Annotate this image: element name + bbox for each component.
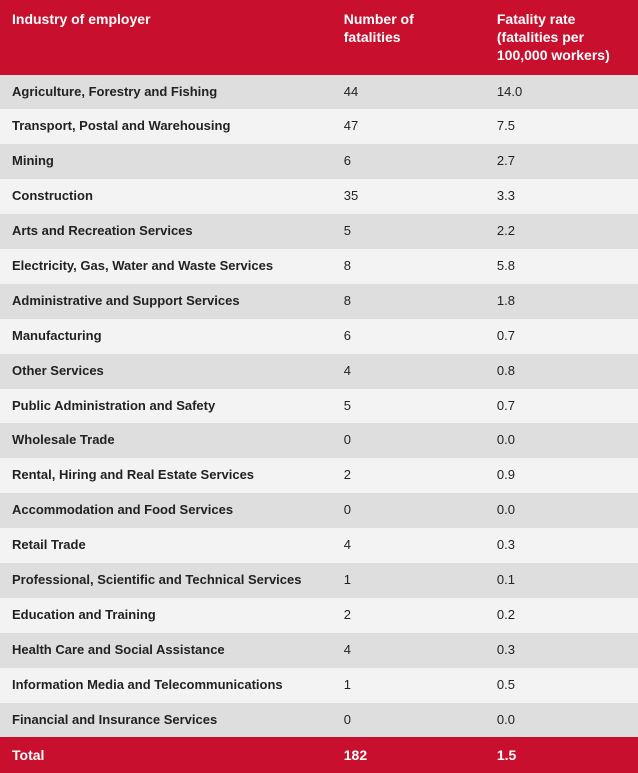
cell-rate: 0.8: [485, 354, 638, 389]
cell-rate: 0.7: [485, 389, 638, 424]
cell-industry: Health Care and Social Assistance: [0, 633, 332, 668]
cell-industry: Education and Training: [0, 598, 332, 633]
table-footer-row: Total 182 1.5: [0, 737, 638, 773]
footer-fatalities: 182: [332, 737, 485, 773]
cell-industry: Financial and Insurance Services: [0, 703, 332, 738]
table-row: Accommodation and Food Services00.0: [0, 493, 638, 528]
table-row: Wholesale Trade00.0: [0, 423, 638, 458]
cell-rate: 0.7: [485, 319, 638, 354]
table-row: Administrative and Support Services81.8: [0, 284, 638, 319]
cell-industry: Accommodation and Food Services: [0, 493, 332, 528]
cell-fatalities: 5: [332, 389, 485, 424]
table-row: Health Care and Social Assistance40.3: [0, 633, 638, 668]
cell-industry: Professional, Scientific and Technical S…: [0, 563, 332, 598]
cell-rate: 1.8: [485, 284, 638, 319]
cell-rate: 0.3: [485, 633, 638, 668]
cell-fatalities: 35: [332, 179, 485, 214]
cell-rate: 0.0: [485, 493, 638, 528]
cell-fatalities: 6: [332, 319, 485, 354]
table-row: Public Administration and Safety50.7: [0, 389, 638, 424]
table-row: Retail Trade40.3: [0, 528, 638, 563]
table-row: Rental, Hiring and Real Estate Services2…: [0, 458, 638, 493]
cell-rate: 7.5: [485, 109, 638, 144]
cell-rate: 2.7: [485, 144, 638, 179]
cell-rate: 5.8: [485, 249, 638, 284]
cell-industry: Other Services: [0, 354, 332, 389]
table-row: Agriculture, Forestry and Fishing4414.0: [0, 75, 638, 110]
cell-industry: Mining: [0, 144, 332, 179]
table-row: Information Media and Telecommunications…: [0, 668, 638, 703]
table-row: Financial and Insurance Services00.0: [0, 703, 638, 738]
cell-rate: 0.2: [485, 598, 638, 633]
cell-rate: 0.1: [485, 563, 638, 598]
cell-rate: 0.9: [485, 458, 638, 493]
cell-industry: Retail Trade: [0, 528, 332, 563]
col-header-rate: Fatality rate (fatalities per 100,000 wo…: [485, 0, 638, 75]
cell-rate: 0.3: [485, 528, 638, 563]
cell-rate: 0.0: [485, 423, 638, 458]
table-row: Education and Training20.2: [0, 598, 638, 633]
footer-rate: 1.5: [485, 737, 638, 773]
table-row: Other Services40.8: [0, 354, 638, 389]
cell-rate: 0.0: [485, 703, 638, 738]
cell-fatalities: 2: [332, 458, 485, 493]
cell-rate: 3.3: [485, 179, 638, 214]
cell-industry: Transport, Postal and Warehousing: [0, 109, 332, 144]
cell-industry: Administrative and Support Services: [0, 284, 332, 319]
cell-fatalities: 0: [332, 703, 485, 738]
table-body: Agriculture, Forestry and Fishing4414.0T…: [0, 75, 638, 738]
cell-industry: Information Media and Telecommunications: [0, 668, 332, 703]
cell-fatalities: 0: [332, 423, 485, 458]
cell-fatalities: 8: [332, 284, 485, 319]
cell-fatalities: 1: [332, 563, 485, 598]
table-row: Construction353.3: [0, 179, 638, 214]
table-row: Arts and Recreation Services52.2: [0, 214, 638, 249]
cell-industry: Arts and Recreation Services: [0, 214, 332, 249]
fatalities-table: Industry of employer Number of fatalitie…: [0, 0, 638, 773]
cell-fatalities: 5: [332, 214, 485, 249]
cell-fatalities: 47: [332, 109, 485, 144]
cell-rate: 0.5: [485, 668, 638, 703]
table-row: Professional, Scientific and Technical S…: [0, 563, 638, 598]
footer-label: Total: [0, 737, 332, 773]
cell-fatalities: 4: [332, 528, 485, 563]
col-header-fatalities: Number of fatalities: [332, 0, 485, 75]
table-row: Mining62.7: [0, 144, 638, 179]
cell-rate: 14.0: [485, 75, 638, 110]
cell-fatalities: 8: [332, 249, 485, 284]
cell-fatalities: 1: [332, 668, 485, 703]
cell-fatalities: 44: [332, 75, 485, 110]
cell-industry: Agriculture, Forestry and Fishing: [0, 75, 332, 110]
cell-industry: Wholesale Trade: [0, 423, 332, 458]
table-row: Electricity, Gas, Water and Waste Servic…: [0, 249, 638, 284]
table-row: Transport, Postal and Warehousing477.5: [0, 109, 638, 144]
cell-fatalities: 6: [332, 144, 485, 179]
cell-industry: Construction: [0, 179, 332, 214]
cell-rate: 2.2: [485, 214, 638, 249]
cell-fatalities: 4: [332, 633, 485, 668]
table-row: Manufacturing60.7: [0, 319, 638, 354]
cell-fatalities: 0: [332, 493, 485, 528]
cell-industry: Rental, Hiring and Real Estate Services: [0, 458, 332, 493]
col-header-industry: Industry of employer: [0, 0, 332, 75]
cell-fatalities: 2: [332, 598, 485, 633]
cell-industry: Electricity, Gas, Water and Waste Servic…: [0, 249, 332, 284]
table-header-row: Industry of employer Number of fatalitie…: [0, 0, 638, 75]
cell-fatalities: 4: [332, 354, 485, 389]
cell-industry: Manufacturing: [0, 319, 332, 354]
cell-industry: Public Administration and Safety: [0, 389, 332, 424]
